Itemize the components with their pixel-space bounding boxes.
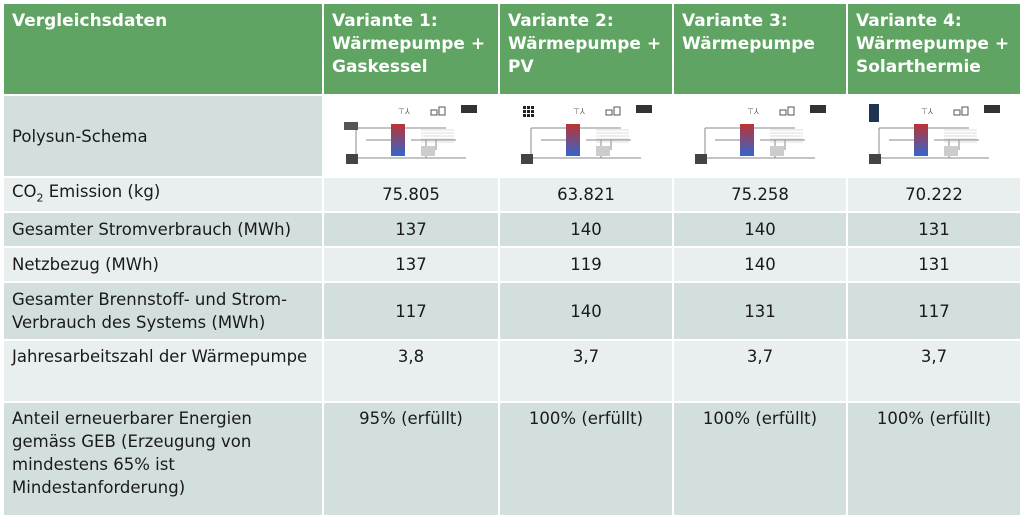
buffer-icon [944, 146, 958, 156]
buffer-icon [770, 146, 784, 156]
pipe-lines [530, 127, 641, 159]
grid-icon: ⊤⅄ [747, 107, 759, 116]
header-vergleichsdaten: Vergleichsdaten [4, 4, 322, 94]
cell-value: 63.821 [500, 178, 672, 211]
house-icon [636, 105, 652, 113]
cell-value: 3,7 [848, 341, 1020, 401]
cell-value: 3,7 [500, 341, 672, 401]
cell-value: 140 [500, 283, 672, 339]
appliance-icon [961, 106, 969, 116]
buffer-icon [596, 146, 610, 156]
solar-collector-icon [869, 104, 879, 122]
table-row-schema: Polysun-Schema ⊤⅄ ⊤⅄ ⊤⅄ ⊤⅄ [4, 96, 1020, 176]
cell-value: 117 [848, 283, 1020, 339]
cell-value: 75.258 [674, 178, 846, 211]
row-label: Anteil erneuerbarer Energien gemäss GEB … [4, 403, 322, 515]
pipe-lines [355, 127, 466, 159]
appliance-icon [438, 106, 446, 116]
gas-boiler-icon [344, 122, 358, 130]
storage-tank-icon [914, 124, 928, 156]
cell-value: 131 [848, 213, 1020, 246]
header-variante-1: Variante 1: Wärmepumpe + Gaskessel [324, 4, 498, 94]
header-row: Vergleichsdaten Variante 1: Wärmepumpe +… [4, 4, 1020, 94]
label-sub: 2 [36, 191, 44, 205]
grid-icon: ⊤⅄ [921, 107, 933, 116]
cell-value: 140 [674, 248, 846, 281]
schema-image-4: ⊤⅄ [848, 96, 1020, 176]
house-icon [984, 105, 1000, 113]
schema-image-3: ⊤⅄ [674, 96, 846, 176]
storage-tank-icon [566, 124, 580, 156]
row-label: Gesamter Brennstoff- und Strom-Verbrauch… [4, 283, 322, 339]
cell-value: 100% (erfüllt) [848, 403, 1020, 515]
row-label: Jahresarbeitszahl der Wärmepumpe [4, 341, 322, 401]
grid-icon: ⊤⅄ [398, 107, 410, 116]
buffer-icon [421, 146, 435, 156]
schema-image-2: ⊤⅄ [500, 96, 672, 176]
cell-value: 95% (erfüllt) [324, 403, 498, 515]
cell-value: 119 [500, 248, 672, 281]
header-variante-2: Variante 2: Wärmepumpe + PV [500, 4, 672, 94]
cell-value: 100% (erfüllt) [500, 403, 672, 515]
row-label: Netzbezug (MWh) [4, 248, 322, 281]
table-row-brennstoff: Gesamter Brennstoff- und Strom-Verbrauch… [4, 283, 1020, 339]
heat-pump-icon [521, 154, 533, 164]
header-variante-3: Variante 3: Wärmepumpe [674, 4, 846, 94]
schema-image-1: ⊤⅄ [324, 96, 498, 176]
cell-value: 70.222 [848, 178, 1020, 211]
storage-tank-icon [740, 124, 754, 156]
house-icon [810, 105, 826, 113]
cell-value: 137 [324, 248, 498, 281]
appliance-icon [787, 106, 795, 116]
appliance-icon [953, 109, 961, 116]
row-label: Polysun-Schema [4, 96, 322, 176]
appliance-icon [605, 109, 613, 116]
cell-value: 3,7 [674, 341, 846, 401]
appliance-icon [430, 109, 438, 116]
label-text: CO [12, 181, 37, 201]
cell-value: 137 [324, 213, 498, 246]
table-row-strom: Gesamter Stromverbrauch (MWh) 137 140 14… [4, 213, 1020, 246]
row-label: Gesamter Stromverbrauch (MWh) [4, 213, 322, 246]
storage-tank-icon [391, 124, 405, 156]
cell-value: 140 [500, 213, 672, 246]
grid-icon: ⊤⅄ [573, 107, 585, 116]
cell-value: 131 [674, 283, 846, 339]
cell-value: 131 [848, 248, 1020, 281]
cell-value: 3,8 [324, 341, 498, 401]
label-text: Emission (kg) [43, 181, 161, 201]
header-variante-4: Variante 4: Wärmepumpe + Solarthermie [848, 4, 1020, 94]
heat-pump-icon [695, 154, 707, 164]
table-row-co2: CO2 Emission (kg) 75.805 63.821 75.258 7… [4, 178, 1020, 211]
appliance-icon [779, 109, 787, 116]
table-row-anteil: Anteil erneuerbarer Energien gemäss GEB … [4, 403, 1020, 515]
cell-value: 75.805 [324, 178, 498, 211]
heat-pump-icon [346, 154, 358, 164]
row-label: CO2 Emission (kg) [4, 178, 322, 211]
house-icon [461, 105, 477, 113]
heat-pump-icon [869, 154, 881, 164]
cell-value: 100% (erfüllt) [674, 403, 846, 515]
cell-value: 140 [674, 213, 846, 246]
cell-value: 117 [324, 283, 498, 339]
table-row-jaz: Jahresarbeitszahl der Wärmepumpe 3,8 3,7… [4, 341, 1020, 401]
pipe-lines [704, 127, 815, 159]
pv-panel-icon [523, 106, 534, 117]
appliance-icon [613, 106, 621, 116]
table-row-netz: Netzbezug (MWh) 137 119 140 131 [4, 248, 1020, 281]
pipe-lines [878, 127, 989, 159]
